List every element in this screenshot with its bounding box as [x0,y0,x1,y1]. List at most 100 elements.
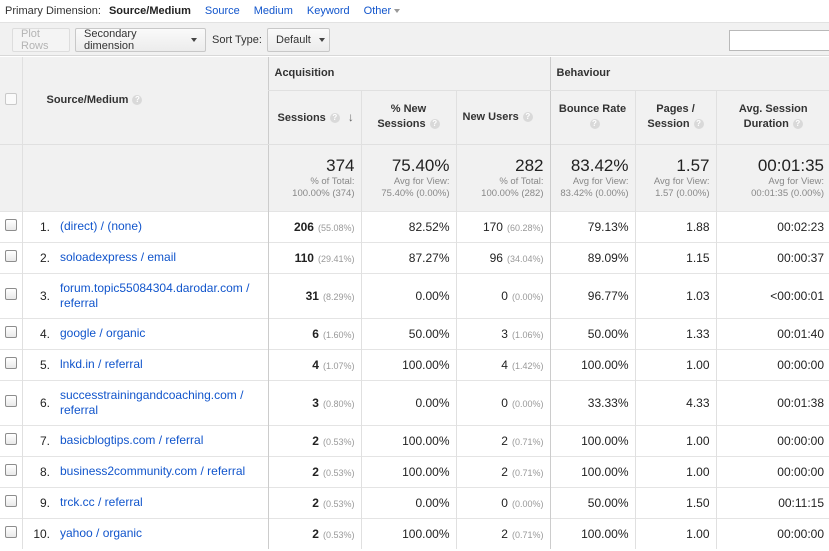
row-duration: 00:00:00 [715,517,829,549]
totals-bounce-value: 83.42% [570,155,629,175]
bounce-rate-header[interactable]: Bounce Rate? [549,90,635,144]
row-checkbox[interactable] [4,250,17,262]
secondary-dimension-dropdown[interactable]: Secondary dimension [75,28,206,52]
table-row: 3. forum.topic55084304.darodar.com / refer… [0,272,829,318]
pages-session-header[interactable]: Pages / Session? [634,90,716,144]
totals-duration-sub1: Avg for View: [768,175,825,187]
row-sessions-pct: (55.08%) [317,222,355,233]
table-search-input[interactable] [729,30,829,51]
row-pct-new: 50.00% [360,317,456,349]
row-new-users-cell: 0 (0.00%) [455,486,550,518]
dimension-header-label: Source/Medium [46,94,129,107]
row-bounce-rate: 100.00% [549,455,635,487]
row-index: 5. [21,348,56,380]
totals-new-users-sub1: % of Total: [499,175,544,187]
avg-duration-header[interactable]: Avg. Session Duration? [715,90,829,144]
dimension-source[interactable]: Source [204,5,240,17]
row-sessions-pct: (0.53%) [322,529,355,540]
row-sessions-cell: 206 (55.08%) [267,210,361,242]
sort-descending-icon[interactable]: ↓ [347,110,354,124]
row-dimension-cell: successtrainingandcoaching.com / referral [56,379,268,425]
new-users-header[interactable]: New Users? [455,90,550,144]
totals-bounce-sub1: Avg for View: [572,175,629,187]
dimension-header[interactable]: Source/Medium? [21,57,268,145]
row-dimension-link[interactable]: (direct) / (none) [60,219,142,233]
row-dimension-line2: referral [60,295,99,310]
help-icon[interactable]: ? [522,112,533,123]
row-index: 8. [21,455,56,487]
pct-new-sessions-label-1: % New [390,103,427,115]
row-new-users: 2 [501,433,508,448]
row-dimension-link[interactable]: basicblogtips.com / referral [60,433,203,447]
row-new-users-pct: (0.00%) [511,398,544,409]
row-index: 7. [21,424,56,456]
row-checkbox[interactable] [4,288,17,300]
select-all-cell [0,57,22,145]
row-checkbox[interactable] [4,326,17,338]
row-dimension-link[interactable]: business2community.com / referral [60,464,245,478]
table-row: 10. yahoo / organic 2 (0.53%) 100.00% 2 (0.71%… [0,517,829,549]
table-row: 5. lnkd.in / referral 4 (1.07%) 100.00% 4 (1.4… [0,348,829,380]
select-all-checkbox[interactable] [4,92,17,105]
row-pct-new: 87.27% [360,241,456,273]
row-dimension-link[interactable]: lnkd.in / referral [60,357,143,371]
row-checkbox[interactable] [4,526,17,539]
table-row: 8. business2community.com / referral 2 (0.5… [0,455,829,487]
sessions-header-label: Sessions [277,112,326,124]
sessions-header[interactable]: Sessions? ↓ [267,90,361,144]
row-pct-new: 0.00% [360,272,456,318]
row-sessions: 110 [294,250,314,265]
behaviour-group-header: Behaviour [549,57,829,91]
row-new-users-pct: (0.71%) [511,436,544,447]
row-checkbox[interactable] [4,219,17,231]
totals-duration-value: 00:01:35 [757,155,825,175]
row-checkbox[interactable] [4,395,17,407]
row-sessions: 2 [312,464,319,479]
row-duration: 00:00:37 [715,241,829,273]
pct-new-sessions-header[interactable]: % New Sessions? [360,90,456,144]
totals-new-users-sub2: 100.00% (282) [481,187,544,199]
row-new-users: 0 [501,495,508,510]
help-icon[interactable]: ? [792,119,803,130]
plot-rows-button[interactable]: Plot Rows [12,28,70,52]
row-bounce-rate: 50.00% [549,486,635,518]
row-sessions: 2 [312,526,319,541]
row-checkbox[interactable] [4,464,17,476]
row-new-users-pct: (0.71%) [511,529,544,540]
acquisition-group-header: Acquisition [267,57,550,91]
dimension-medium[interactable]: Medium [253,5,293,17]
row-dimension-link[interactable]: google / organic [60,326,145,340]
row-dimension-link[interactable]: forum.topic55084304.darodar.com / referra… [60,281,249,310]
row-dimension-link[interactable]: yahoo / organic [60,526,142,540]
table-row: 6. successtrainingandcoaching.com / referr… [0,379,829,425]
dimension-other[interactable]: Other [364,5,401,17]
row-sessions-pct: (1.07%) [322,360,355,371]
row-bounce-rate: 100.00% [549,517,635,549]
row-sessions-pct: (0.53%) [322,467,355,478]
help-icon[interactable]: ? [589,119,600,130]
dimension-source-medium[interactable]: Source/Medium [108,5,191,17]
row-pct-new: 100.00% [360,455,456,487]
row-checkbox[interactable] [4,357,17,369]
help-icon[interactable]: ? [329,113,340,124]
help-icon[interactable]: ? [693,119,704,130]
row-new-users-pct: (60.28%) [506,222,544,233]
help-icon[interactable]: ? [132,95,143,106]
help-icon[interactable]: ? [429,119,440,130]
row-checkbox[interactable] [4,433,17,445]
primary-dimension-label: Primary Dimension: [5,5,101,17]
row-dimension-link[interactable]: successtrainingandcoaching.com / referral [60,388,243,417]
row-checkbox[interactable] [4,495,17,507]
row-checkbox-cell [0,455,22,487]
totals-sessions-value: 374 [326,155,355,175]
row-pct-new: 0.00% [360,379,456,425]
row-dimension-cell: yahoo / organic [56,517,268,549]
row-sessions: 2 [312,495,319,510]
row-dimension-link[interactable]: trck.cc / referral [60,495,143,509]
sort-type-dropdown[interactable]: Default [267,28,330,52]
row-index: 9. [21,486,56,518]
row-dimension-link[interactable]: soloadexpress / email [60,250,176,264]
row-new-users-pct: (34.04%) [506,253,544,264]
row-bounce-rate: 89.09% [549,241,635,273]
dimension-keyword[interactable]: Keyword [306,5,350,17]
